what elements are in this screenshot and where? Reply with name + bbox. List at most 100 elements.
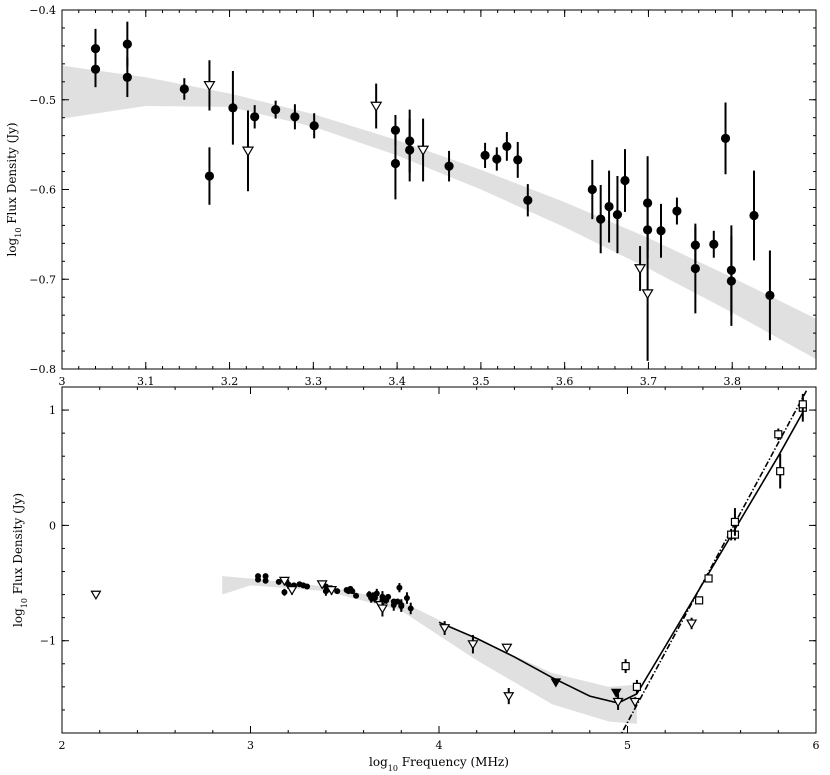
data-point-open-triangle — [376, 604, 388, 614]
data-point-filled-circle — [672, 206, 682, 216]
y-axis-label: log10 Flux Density (Jy) — [5, 122, 23, 256]
plot-area — [62, 21, 816, 361]
confidence-band — [62, 65, 816, 360]
data-point-filled-circle — [385, 593, 392, 600]
y-tick-label: −0.7 — [29, 273, 56, 286]
data-point-open-triangle — [286, 586, 298, 596]
data-point-filled-circle — [390, 158, 401, 169]
data-point-filled-circle — [480, 150, 490, 160]
data-point-filled-circle — [523, 195, 533, 205]
data-point-open-triangle — [634, 264, 647, 275]
y-axis-label-rest: Flux Density (Jy) — [5, 122, 19, 227]
data-point-open-square — [695, 596, 704, 605]
data-point-filled-circle — [749, 210, 759, 221]
data-point-open-triangle — [417, 145, 430, 156]
data-point-filled-circle — [502, 141, 512, 152]
data-point-open-triangle — [439, 624, 451, 634]
data-point-open-triangle — [203, 81, 216, 92]
data-point-open-square — [632, 682, 642, 691]
y-axis-label-main: log — [11, 608, 25, 627]
y-axis-label: log10 Flux Density (Jy) — [11, 493, 29, 627]
data-point-filled-circle — [690, 263, 700, 274]
data-point-filled-circle — [398, 603, 405, 610]
data-point-filled-circle — [492, 154, 502, 164]
y-tick-label: −0.6 — [29, 184, 56, 197]
data-point-filled-circle — [271, 105, 281, 115]
power-law-line — [620, 390, 808, 733]
y-tick-label: 0 — [49, 519, 56, 532]
data-point-filled-circle — [228, 103, 238, 113]
data-point-open-square — [798, 400, 807, 409]
x-tick-label: 3 — [247, 739, 254, 752]
x-tick-label: 3.4 — [388, 375, 406, 388]
data-point-open-triangle — [370, 101, 383, 112]
top-panel: 3 3.1 3.2 3.3 3.4 3.5 3.6 3.7 3.8 −0.8 −0.7 −0.6 −0.… — [5, 4, 817, 388]
data-point-filled-circle — [396, 584, 403, 591]
data-point-filled-circle — [403, 595, 410, 602]
data-point-open-square — [621, 662, 630, 671]
x-tick-label: 3.8 — [723, 375, 741, 388]
x-tick-label: 2 — [59, 739, 66, 752]
data-point-filled-circle — [353, 592, 360, 599]
data-point-open-triangle — [316, 580, 328, 590]
data-point-filled-circle — [405, 145, 415, 155]
data-point-filled-circle — [179, 84, 189, 94]
y-tick-label: −0.8 — [29, 363, 56, 376]
data-point-open-triangle — [503, 692, 515, 702]
data-point-filled-circle — [281, 589, 288, 596]
x-tick-label: 3.7 — [640, 375, 658, 388]
x-tick-label: 3.6 — [556, 375, 574, 388]
data-point-filled-circle — [309, 121, 319, 131]
data-point-open-square — [730, 517, 740, 527]
y-axis-label-main: log — [5, 237, 19, 256]
data-point-filled-circle — [285, 581, 292, 588]
x-tick-label: 4 — [436, 739, 443, 752]
data-point-filled-circle — [720, 133, 731, 143]
y-tick-label: −0.5 — [29, 94, 56, 107]
data-point-open-square — [776, 467, 785, 476]
x-tick-label: 3.3 — [305, 375, 323, 388]
x-tick-label: 3.2 — [221, 375, 239, 388]
data-point-filled-circle — [513, 155, 523, 165]
data-point-filled-circle — [656, 226, 666, 236]
y-tick-label: −0.4 — [29, 4, 56, 17]
data-point-open-triangle — [501, 643, 513, 654]
data-point-filled-circle — [604, 201, 614, 212]
data-point-filled-circle — [349, 588, 356, 595]
x-axis-label-subscript: 10 — [388, 764, 398, 773]
data-point-filled-circle — [726, 276, 736, 286]
data-point-filled-circle — [255, 576, 262, 583]
data-point-filled-circle — [620, 175, 630, 186]
plot-frame — [61, 386, 817, 734]
x-axis-label-rest: Frequency (MHz) — [398, 755, 509, 769]
data-point-open-square — [774, 430, 783, 439]
data-point-filled-circle — [262, 573, 269, 580]
data-point-open-square — [704, 574, 713, 583]
data-point-open-triangle — [278, 576, 290, 587]
y-axis-label-subscript: 10 — [14, 228, 23, 238]
data-point-filled-triangle — [610, 688, 622, 698]
data-point-filled-circle — [122, 72, 132, 82]
data-point-open-triangle — [90, 590, 102, 601]
data-point-filled-circle — [334, 588, 341, 595]
x-tick-label: 3 — [59, 375, 66, 388]
data-point-filled-triangle — [550, 678, 562, 688]
x-tick-label: 3.5 — [472, 375, 490, 388]
data-point-open-triangle — [467, 640, 479, 650]
y-axis-label-rest: Flux Density (Jy) — [11, 493, 25, 598]
data-point-filled-circle — [612, 210, 623, 220]
plot-area — [90, 390, 808, 733]
y-axis-label-subscript: 10 — [20, 598, 29, 608]
data-point-open-triangle — [612, 697, 624, 708]
data-point-filled-circle — [122, 39, 132, 49]
x-tick-label: 6 — [813, 739, 820, 752]
data-point-filled-circle — [262, 577, 269, 584]
data-point-filled-circle — [596, 214, 606, 224]
plot-frame — [61, 9, 817, 370]
data-point-filled-circle — [765, 290, 775, 301]
x-tick-label: 3.1 — [137, 375, 155, 388]
data-point-filled-circle — [204, 171, 215, 181]
x-axis-label: log10 Frequency (MHz) — [369, 755, 509, 773]
data-point-open-triangle — [641, 289, 654, 300]
